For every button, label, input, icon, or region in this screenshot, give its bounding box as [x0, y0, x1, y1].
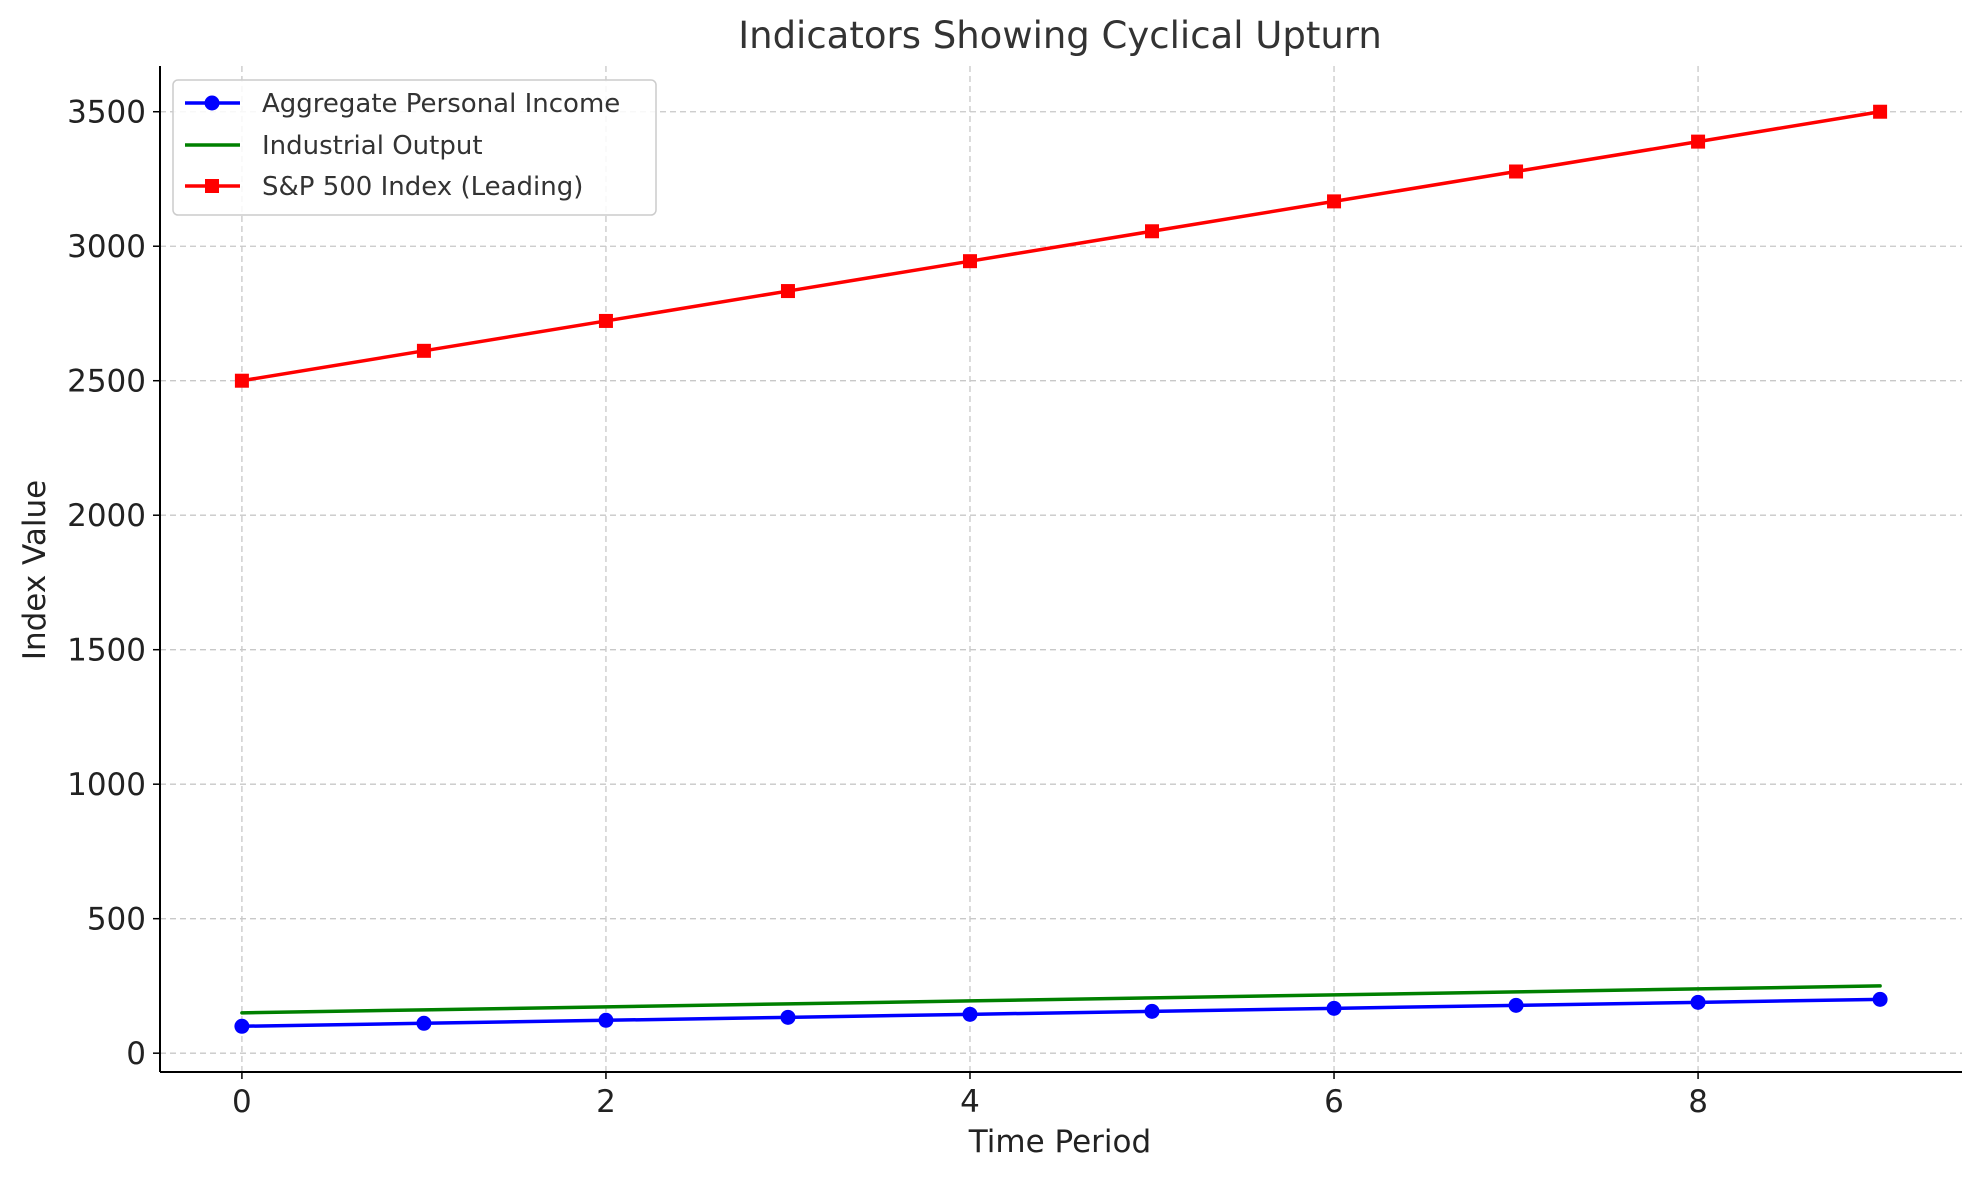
- chart-title: Indicators Showing Cyclical Upturn: [738, 14, 1382, 57]
- data-point: [234, 373, 249, 388]
- y-axis-label: Index Value: [17, 480, 53, 660]
- data-point: [598, 313, 613, 328]
- axes: [153, 66, 1962, 1079]
- x-axis-label: Time Period: [968, 1124, 1151, 1160]
- data-point: [1872, 991, 1888, 1007]
- data-point: [1690, 994, 1706, 1010]
- data-point: [1508, 997, 1524, 1013]
- y-tick-label: 3000: [67, 229, 146, 265]
- series-group: [240, 984, 1882, 1015]
- legend-item: Industrial Output: [185, 131, 483, 161]
- data-point: [1144, 1003, 1160, 1019]
- y-tick-label: 500: [87, 902, 146, 938]
- legend-swatch-marker: [204, 95, 220, 111]
- y-tick-label: 2000: [67, 498, 146, 534]
- x-tick-label: 4: [960, 1084, 980, 1120]
- data-point: [1327, 194, 1342, 209]
- data-point: [962, 1006, 978, 1022]
- y-tick-label: 1500: [67, 633, 146, 669]
- legend-item: Aggregate Personal Income: [185, 89, 620, 119]
- data-point: [1873, 104, 1888, 119]
- series-line: [240, 109, 1882, 383]
- legend-box: [172, 79, 657, 216]
- data-point: [416, 343, 431, 358]
- data-point: [416, 1015, 432, 1031]
- x-tick-label: 8: [1688, 1084, 1708, 1120]
- legend-label: Aggregate Personal Income: [262, 89, 620, 119]
- legend-label: Industrial Output: [262, 131, 483, 161]
- y-tick-label: 0: [126, 1036, 146, 1072]
- data-point: [1691, 134, 1706, 149]
- x-tick-label: 6: [1324, 1084, 1344, 1120]
- data-point: [780, 284, 795, 299]
- data-point: [780, 1009, 796, 1025]
- data-point: [962, 254, 977, 269]
- series-lines: [234, 104, 1888, 1034]
- series-group: [234, 104, 1888, 388]
- data-point: [598, 1012, 614, 1028]
- legend-swatch-marker: [205, 179, 219, 193]
- tick-labels: 0 2 4 6 8 0 500 1000 1500 2000 2500 3000 3500: [67, 95, 1708, 1120]
- grid-lines: [160, 66, 1962, 1072]
- data-point: [234, 1018, 250, 1034]
- y-tick-label: 2500: [67, 364, 146, 400]
- y-tick-label: 3500: [67, 95, 146, 131]
- x-tick-label: 0: [232, 1084, 252, 1120]
- data-point: [1145, 224, 1160, 239]
- series-line: [240, 997, 1882, 1029]
- series-group: [234, 991, 1888, 1034]
- legend-label: S&P 500 Index (Leading): [262, 172, 583, 202]
- x-tick-label: 2: [596, 1084, 616, 1120]
- y-tick-label: 1000: [67, 767, 146, 803]
- legend-item: S&P 500 Index (Leading): [185, 172, 583, 202]
- data-point: [1326, 1000, 1342, 1016]
- legend: Aggregate Personal Income Industrial Outp…: [172, 79, 657, 216]
- series-line: [240, 984, 1882, 1015]
- data-point: [1509, 164, 1524, 179]
